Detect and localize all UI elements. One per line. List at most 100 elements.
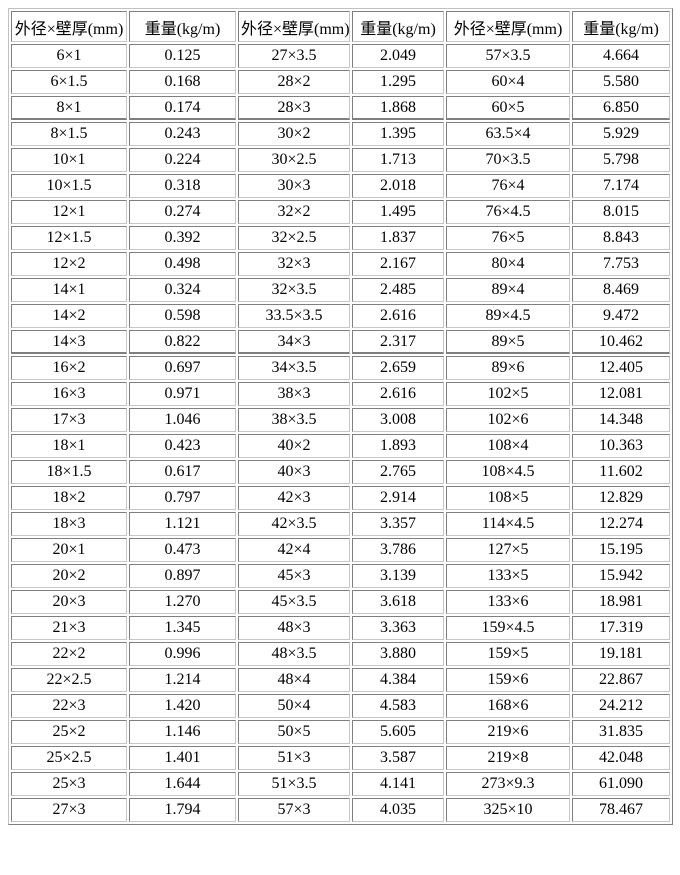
cell-weight: 5.929 <box>572 122 670 146</box>
cell-weight: 0.617 <box>129 460 236 484</box>
cell-weight: 42.048 <box>572 746 670 770</box>
cell-size: 18×1 <box>11 434 127 458</box>
cell-weight: 4.664 <box>572 44 670 68</box>
cell-size: 50×5 <box>238 720 350 744</box>
cell-weight: 12.081 <box>572 382 670 406</box>
table-row: 6×1 0.125 27×3.5 2.049 57×3.5 4.664 <box>11 44 670 68</box>
table-row: 16×3 0.971 38×3 2.616 102×5 12.081 <box>11 382 670 406</box>
cell-weight: 6.850 <box>572 96 670 120</box>
cell-weight: 1.214 <box>129 668 236 692</box>
header-size-col-3: 外径×壁厚(mm) <box>446 11 570 42</box>
header-weight-col-3: 重量(kg/m) <box>572 11 670 42</box>
cell-weight: 18.981 <box>572 590 670 614</box>
cell-weight: 3.880 <box>352 642 444 666</box>
cell-weight: 15.942 <box>572 564 670 588</box>
cell-size: 40×3 <box>238 460 350 484</box>
cell-size: 18×1.5 <box>11 460 127 484</box>
cell-size: 76×4.5 <box>446 200 570 224</box>
cell-weight: 1.270 <box>129 590 236 614</box>
cell-size: 89×6 <box>446 356 570 380</box>
cell-size: 30×3 <box>238 174 350 198</box>
cell-weight: 1.794 <box>129 798 236 822</box>
cell-size: 22×2 <box>11 642 127 666</box>
table-row: 21×3 1.345 48×3 3.363 159×4.5 17.319 <box>11 616 670 640</box>
header-weight-col-1: 重量(kg/m) <box>129 11 236 42</box>
cell-size: 27×3 <box>11 798 127 822</box>
cell-weight: 0.498 <box>129 252 236 276</box>
table-row: 22×3 1.420 50×4 4.583 168×6 24.212 <box>11 694 670 718</box>
table-row: 14×3 0.822 34×3 2.317 89×5 10.462 <box>11 330 670 354</box>
cell-size: 89×5 <box>446 330 570 354</box>
cell-size: 48×4 <box>238 668 350 692</box>
cell-size: 25×2.5 <box>11 746 127 770</box>
table-row: 10×1.5 0.318 30×3 2.018 76×4 7.174 <box>11 174 670 198</box>
table-row: 12×1.5 0.392 32×2.5 1.837 76×5 8.843 <box>11 226 670 250</box>
table-row: 14×1 0.324 32×3.5 2.485 89×4 8.469 <box>11 278 670 302</box>
cell-weight: 0.423 <box>129 434 236 458</box>
cell-size: 25×3 <box>11 772 127 796</box>
cell-weight: 0.897 <box>129 564 236 588</box>
cell-weight: 1.868 <box>352 96 444 120</box>
cell-size: 12×1.5 <box>11 226 127 250</box>
cell-weight: 1.046 <box>129 408 236 432</box>
cell-size: 34×3.5 <box>238 356 350 380</box>
table-row: 6×1.5 0.168 28×2 1.295 60×4 5.580 <box>11 70 670 94</box>
cell-size: 28×3 <box>238 96 350 120</box>
cell-size: 18×2 <box>11 486 127 510</box>
cell-size: 159×4.5 <box>446 616 570 640</box>
header-size-col-1: 外径×壁厚(mm) <box>11 11 127 42</box>
cell-size: 108×4 <box>446 434 570 458</box>
cell-size: 14×1 <box>11 278 127 302</box>
cell-weight: 4.035 <box>352 798 444 822</box>
cell-size: 27×3.5 <box>238 44 350 68</box>
table-row: 18×1.5 0.617 40×3 2.765 108×4.5 11.602 <box>11 460 670 484</box>
cell-weight: 0.274 <box>129 200 236 224</box>
cell-weight: 19.181 <box>572 642 670 666</box>
cell-size: 219×6 <box>446 720 570 744</box>
cell-weight: 0.243 <box>129 122 236 146</box>
table-row: 8×1.5 0.243 30×2 1.395 63.5×4 5.929 <box>11 122 670 146</box>
cell-weight: 4.141 <box>352 772 444 796</box>
cell-size: 51×3.5 <box>238 772 350 796</box>
table-header-row: 外径×壁厚(mm) 重量(kg/m) 外径×壁厚(mm) 重量(kg/m) 外径… <box>11 11 670 42</box>
cell-size: 22×2.5 <box>11 668 127 692</box>
cell-weight: 3.587 <box>352 746 444 770</box>
cell-weight: 1.345 <box>129 616 236 640</box>
cell-size: 20×3 <box>11 590 127 614</box>
cell-size: 38×3 <box>238 382 350 406</box>
cell-weight: 2.765 <box>352 460 444 484</box>
header-weight-col-2: 重量(kg/m) <box>352 11 444 42</box>
cell-weight: 22.867 <box>572 668 670 692</box>
cell-size: 76×4 <box>446 174 570 198</box>
cell-size: 16×2 <box>11 356 127 380</box>
cell-weight: 24.212 <box>572 694 670 718</box>
cell-weight: 3.139 <box>352 564 444 588</box>
cell-size: 45×3.5 <box>238 590 350 614</box>
table-row: 18×2 0.797 42×3 2.914 108×5 12.829 <box>11 486 670 510</box>
cell-size: 42×3.5 <box>238 512 350 536</box>
cell-size: 16×3 <box>11 382 127 406</box>
cell-weight: 0.168 <box>129 70 236 94</box>
cell-size: 20×2 <box>11 564 127 588</box>
cell-size: 30×2.5 <box>238 148 350 172</box>
cell-weight: 0.822 <box>129 330 236 354</box>
cell-weight: 3.357 <box>352 512 444 536</box>
cell-size: 14×3 <box>11 330 127 354</box>
cell-weight: 0.697 <box>129 356 236 380</box>
cell-weight: 2.616 <box>352 304 444 328</box>
cell-size: 219×8 <box>446 746 570 770</box>
table-row: 25×2 1.146 50×5 5.605 219×6 31.835 <box>11 720 670 744</box>
cell-weight: 0.996 <box>129 642 236 666</box>
cell-weight: 1.495 <box>352 200 444 224</box>
table-row: 22×2.5 1.214 48×4 4.384 159×6 22.867 <box>11 668 670 692</box>
cell-weight: 8.843 <box>572 226 670 250</box>
cell-size: 108×4.5 <box>446 460 570 484</box>
cell-weight: 1.893 <box>352 434 444 458</box>
cell-weight: 14.348 <box>572 408 670 432</box>
cell-size: 8×1 <box>11 96 127 120</box>
table-row: 20×3 1.270 45×3.5 3.618 133×6 18.981 <box>11 590 670 614</box>
cell-size: 114×4.5 <box>446 512 570 536</box>
cell-size: 108×5 <box>446 486 570 510</box>
cell-size: 57×3.5 <box>446 44 570 68</box>
cell-size: 70×3.5 <box>446 148 570 172</box>
